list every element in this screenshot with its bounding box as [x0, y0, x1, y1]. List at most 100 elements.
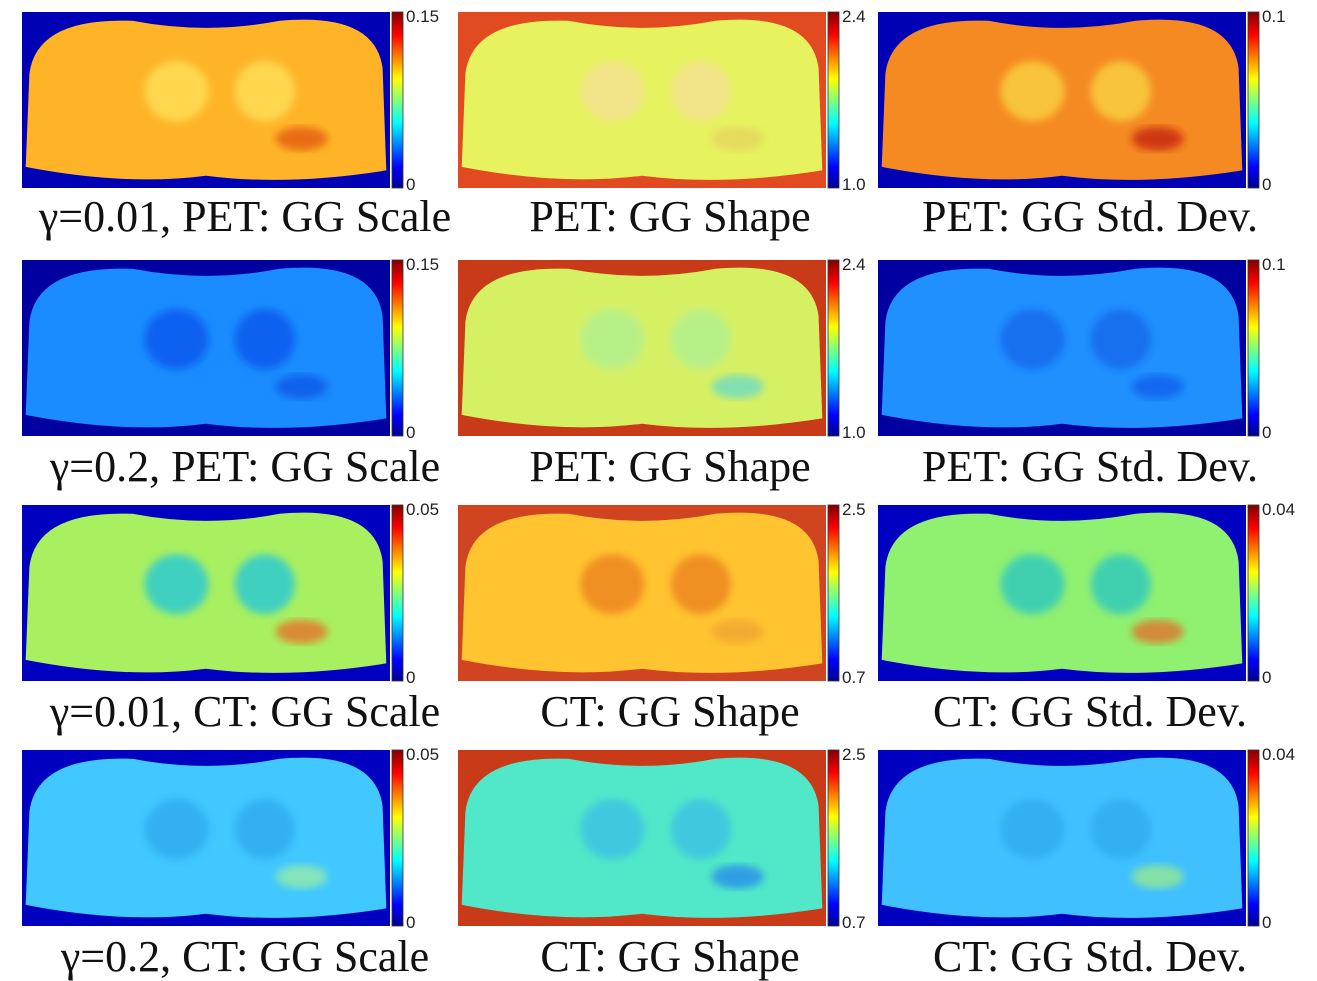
colorbar [1248, 750, 1259, 926]
heatmap-image [458, 12, 826, 188]
panel: 0.04 0 CT: GG Std. Dev. [878, 500, 1295, 736]
hot-spot [276, 865, 328, 889]
panel: 0.05 0γ=0.2, CT: GG Scale [22, 745, 439, 981]
colorbar [392, 260, 403, 436]
hot-spot [712, 375, 764, 399]
colorbar-min-label: 0.7 [842, 913, 866, 932]
panel-caption: CT: GG Shape [540, 687, 799, 736]
colorbar [1248, 505, 1259, 681]
lung-right [1091, 309, 1151, 369]
heatmap-image [458, 505, 826, 681]
heatmap-image [878, 750, 1246, 926]
lung-right [235, 799, 295, 859]
lung-right [1091, 799, 1151, 859]
lung-right [671, 554, 731, 614]
panel-caption: γ=0.01, PET: GG Scale [38, 192, 451, 241]
colorbar-max-label: 2.5 [842, 500, 866, 519]
lung-left [145, 61, 209, 121]
colorbar-max-label: 2.5 [842, 745, 866, 764]
hot-spot [276, 127, 328, 151]
hot-spot [1132, 865, 1184, 889]
colorbar-min-label: 0 [1262, 913, 1271, 932]
hot-spot [712, 127, 764, 151]
colorbar [828, 260, 839, 436]
colorbar-max-label: 0.1 [1262, 7, 1286, 26]
panel: 2.5 0.7 CT: GG Shape [458, 500, 866, 736]
hot-spot [276, 375, 328, 399]
lung-right [1091, 554, 1151, 614]
panel-caption: PET: GG Shape [529, 442, 810, 491]
colorbar-max-label: 0.04 [1262, 500, 1295, 519]
colorbar-min-label: 0.7 [842, 668, 866, 687]
lung-left [581, 554, 645, 614]
panel-caption: CT: GG Shape [540, 932, 799, 981]
panel-caption: PET: GG Std. Dev. [922, 192, 1258, 241]
lung-left [145, 799, 209, 859]
colorbar [828, 750, 839, 926]
colorbar-max-label: 0.05 [406, 500, 439, 519]
lung-left [1001, 309, 1065, 369]
colorbar [828, 12, 839, 188]
lung-right [671, 61, 731, 121]
panel-caption: γ=0.01, CT: GG Scale [49, 687, 440, 736]
colorbar-min-label: 0 [406, 668, 415, 687]
panel: 0.04 0 CT: GG Std. Dev. [878, 745, 1295, 981]
heatmap-image [22, 750, 390, 926]
colorbar-max-label: 0.1 [1262, 255, 1286, 274]
colorbar-max-label: 0.15 [406, 7, 439, 26]
panel: 2.4 1.0 PET: GG Shape [458, 255, 866, 491]
colorbar [392, 505, 403, 681]
colorbar-min-label: 1.0 [842, 175, 866, 194]
figure: 0.150γ=0.01, PET: GG Scale2.41.0PET: GG … [0, 0, 1317, 981]
lung-right [1091, 61, 1151, 121]
colorbar-min-label: 0 [406, 913, 415, 932]
lung-left [145, 309, 209, 369]
lung-right [235, 309, 295, 369]
panel-caption: CT: GG Std. Dev. [933, 687, 1247, 736]
panel-caption: γ=0.2, CT: GG Scale [60, 932, 429, 981]
heatmap-image [458, 260, 826, 436]
hot-spot [712, 620, 764, 644]
panel-caption: CT: GG Std. Dev. [933, 932, 1247, 981]
colorbar [828, 505, 839, 681]
panel-caption: γ=0.2, PET: GG Scale [49, 442, 440, 491]
lung-left [581, 309, 645, 369]
colorbar-min-label: 0 [1262, 175, 1271, 194]
lung-right [671, 799, 731, 859]
heatmap-image [458, 750, 826, 926]
lung-left [581, 61, 645, 121]
colorbar [1248, 12, 1259, 188]
heatmap-image [22, 12, 390, 188]
colorbar [1248, 260, 1259, 436]
lung-left [145, 554, 209, 614]
hot-spot [276, 620, 328, 644]
colorbar [392, 12, 403, 188]
colorbar-min-label: 0 [1262, 423, 1271, 442]
lung-left [581, 799, 645, 859]
colorbar-max-label: 2.4 [842, 7, 866, 26]
heatmap-image [22, 505, 390, 681]
heatmap-image [878, 260, 1246, 436]
colorbar-max-label: 0.04 [1262, 745, 1295, 764]
heatmap-image [878, 505, 1246, 681]
heatmap-image [878, 12, 1246, 188]
panel: 0.150γ=0.2, PET: GG Scale [22, 255, 440, 491]
colorbar-max-label: 0.05 [406, 745, 439, 764]
colorbar-max-label: 2.4 [842, 255, 866, 274]
lung-right [671, 309, 731, 369]
panel: 0.05 0γ=0.01, CT: GG Scale [22, 500, 440, 736]
hot-spot [1132, 620, 1184, 644]
lung-right [235, 61, 295, 121]
lung-right [235, 554, 295, 614]
colorbar-max-label: 0.15 [406, 255, 439, 274]
lung-left [1001, 554, 1065, 614]
hot-spot [1132, 375, 1184, 399]
colorbar-min-label: 1.0 [842, 423, 866, 442]
lung-left [1001, 799, 1065, 859]
panel-caption: PET: GG Std. Dev. [922, 442, 1258, 491]
hot-spot [1132, 127, 1184, 151]
colorbar-min-label: 0 [1262, 668, 1271, 687]
